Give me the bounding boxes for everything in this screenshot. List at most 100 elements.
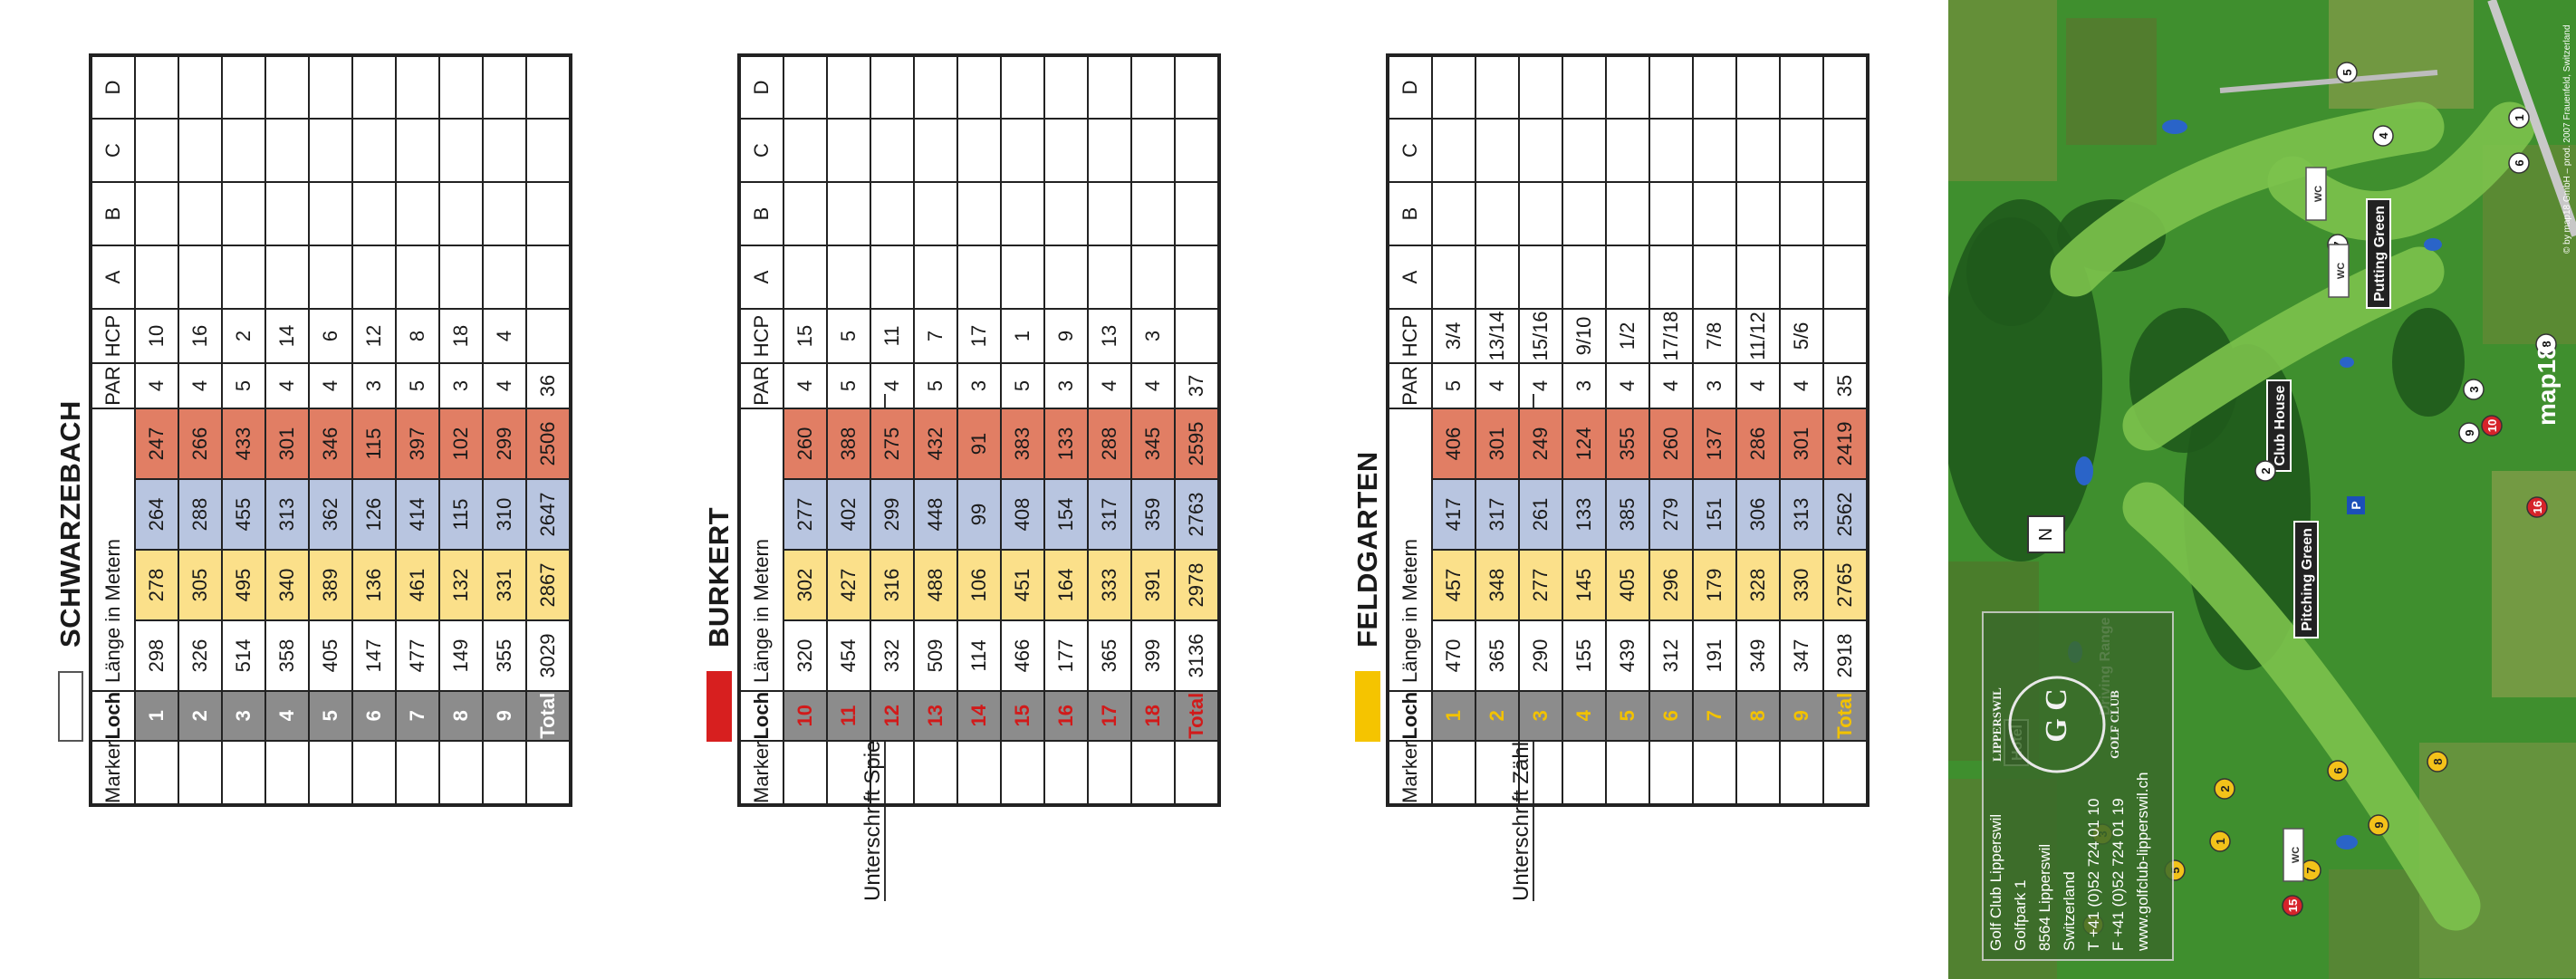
score-cell-b[interactable] <box>1780 181 1823 245</box>
marker-cell[interactable] <box>1736 740 1780 805</box>
score-cell-b[interactable] <box>483 181 526 245</box>
score-cell-a[interactable] <box>1001 245 1044 309</box>
score-cell-c[interactable] <box>957 118 1001 182</box>
score-cell-c[interactable] <box>439 118 483 182</box>
score-cell-c[interactable] <box>1562 118 1606 182</box>
score-cell-b[interactable] <box>439 181 483 245</box>
score-cell-b[interactable] <box>1432 181 1475 245</box>
score-cell-d[interactable] <box>526 54 571 119</box>
score-cell-c[interactable] <box>1519 118 1562 182</box>
score-cell-c[interactable] <box>1475 118 1519 182</box>
score-cell-a[interactable] <box>1044 245 1088 309</box>
score-cell-d[interactable] <box>1823 54 1868 119</box>
score-cell-d[interactable] <box>352 54 396 119</box>
marker-cell[interactable] <box>135 740 178 805</box>
marker-cell[interactable] <box>1044 740 1088 805</box>
score-cell-d[interactable] <box>1001 54 1044 119</box>
score-cell-c[interactable] <box>526 118 571 182</box>
score-cell-a[interactable] <box>396 245 439 309</box>
score-cell-d[interactable] <box>439 54 483 119</box>
score-cell-d[interactable] <box>222 54 265 119</box>
score-cell-d[interactable] <box>1693 54 1736 119</box>
score-cell-b[interactable] <box>1649 181 1693 245</box>
score-cell-c[interactable] <box>1044 118 1088 182</box>
score-cell-c[interactable] <box>178 118 222 182</box>
score-cell-d[interactable] <box>1088 54 1131 119</box>
marker-cell[interactable] <box>178 740 222 805</box>
score-cell-b[interactable] <box>265 181 309 245</box>
score-cell-a[interactable] <box>957 245 1001 309</box>
score-cell-c[interactable] <box>396 118 439 182</box>
score-cell-b[interactable] <box>1001 181 1044 245</box>
score-cell-a[interactable] <box>1088 245 1131 309</box>
score-cell-a[interactable] <box>1519 245 1562 309</box>
marker-cell[interactable] <box>309 740 352 805</box>
marker-cell[interactable] <box>526 740 571 805</box>
score-cell-d[interactable] <box>1649 54 1693 119</box>
marker-cell[interactable] <box>914 740 957 805</box>
marker-cell[interactable] <box>1432 740 1475 805</box>
score-cell-b[interactable] <box>957 181 1001 245</box>
marker-cell[interactable] <box>870 740 914 805</box>
score-cell-b[interactable] <box>222 181 265 245</box>
score-cell-c[interactable] <box>870 118 914 182</box>
marker-cell[interactable] <box>352 740 396 805</box>
score-cell-b[interactable] <box>526 181 571 245</box>
score-cell-c[interactable] <box>1088 118 1131 182</box>
score-cell-d[interactable] <box>870 54 914 119</box>
score-cell-c[interactable] <box>827 118 870 182</box>
marker-cell[interactable] <box>1780 740 1823 805</box>
score-cell-c[interactable] <box>1649 118 1693 182</box>
score-cell-b[interactable] <box>1562 181 1606 245</box>
score-cell-a[interactable] <box>783 245 827 309</box>
marker-cell[interactable] <box>1693 740 1736 805</box>
score-cell-a[interactable] <box>1606 245 1649 309</box>
score-cell-b[interactable] <box>914 181 957 245</box>
score-cell-c[interactable] <box>309 118 352 182</box>
score-cell-a[interactable] <box>1432 245 1475 309</box>
score-cell-a[interactable] <box>1823 245 1868 309</box>
marker-cell[interactable] <box>783 740 827 805</box>
score-cell-c[interactable] <box>914 118 957 182</box>
score-cell-d[interactable] <box>265 54 309 119</box>
marker-cell[interactable] <box>1823 740 1868 805</box>
score-cell-c[interactable] <box>783 118 827 182</box>
score-cell-a[interactable] <box>1562 245 1606 309</box>
score-cell-b[interactable] <box>1131 181 1175 245</box>
score-cell-a[interactable] <box>914 245 957 309</box>
score-cell-d[interactable] <box>1175 54 1219 119</box>
score-cell-c[interactable] <box>1736 118 1780 182</box>
score-cell-c[interactable] <box>1780 118 1823 182</box>
score-cell-b[interactable] <box>1044 181 1088 245</box>
score-cell-b[interactable] <box>870 181 914 245</box>
score-cell-b[interactable] <box>1475 181 1519 245</box>
score-cell-b[interactable] <box>1736 181 1780 245</box>
score-cell-c[interactable] <box>135 118 178 182</box>
score-cell-b[interactable] <box>135 181 178 245</box>
marker-cell[interactable] <box>1475 740 1519 805</box>
score-cell-d[interactable] <box>1736 54 1780 119</box>
score-cell-d[interactable] <box>178 54 222 119</box>
score-cell-a[interactable] <box>1693 245 1736 309</box>
marker-cell[interactable] <box>222 740 265 805</box>
score-cell-b[interactable] <box>783 181 827 245</box>
score-cell-d[interactable] <box>1562 54 1606 119</box>
score-cell-c[interactable] <box>222 118 265 182</box>
marker-cell[interactable] <box>1131 740 1175 805</box>
score-cell-a[interactable] <box>526 245 571 309</box>
score-cell-c[interactable] <box>1693 118 1736 182</box>
score-cell-b[interactable] <box>1519 181 1562 245</box>
score-cell-d[interactable] <box>483 54 526 119</box>
score-cell-d[interactable] <box>309 54 352 119</box>
score-cell-d[interactable] <box>1432 54 1475 119</box>
score-cell-a[interactable] <box>178 245 222 309</box>
score-cell-d[interactable] <box>1475 54 1519 119</box>
score-cell-d[interactable] <box>914 54 957 119</box>
score-cell-a[interactable] <box>265 245 309 309</box>
marker-cell[interactable] <box>1562 740 1606 805</box>
score-cell-b[interactable] <box>1693 181 1736 245</box>
score-cell-b[interactable] <box>1175 181 1219 245</box>
score-cell-b[interactable] <box>827 181 870 245</box>
marker-cell[interactable] <box>1001 740 1044 805</box>
score-cell-b[interactable] <box>396 181 439 245</box>
